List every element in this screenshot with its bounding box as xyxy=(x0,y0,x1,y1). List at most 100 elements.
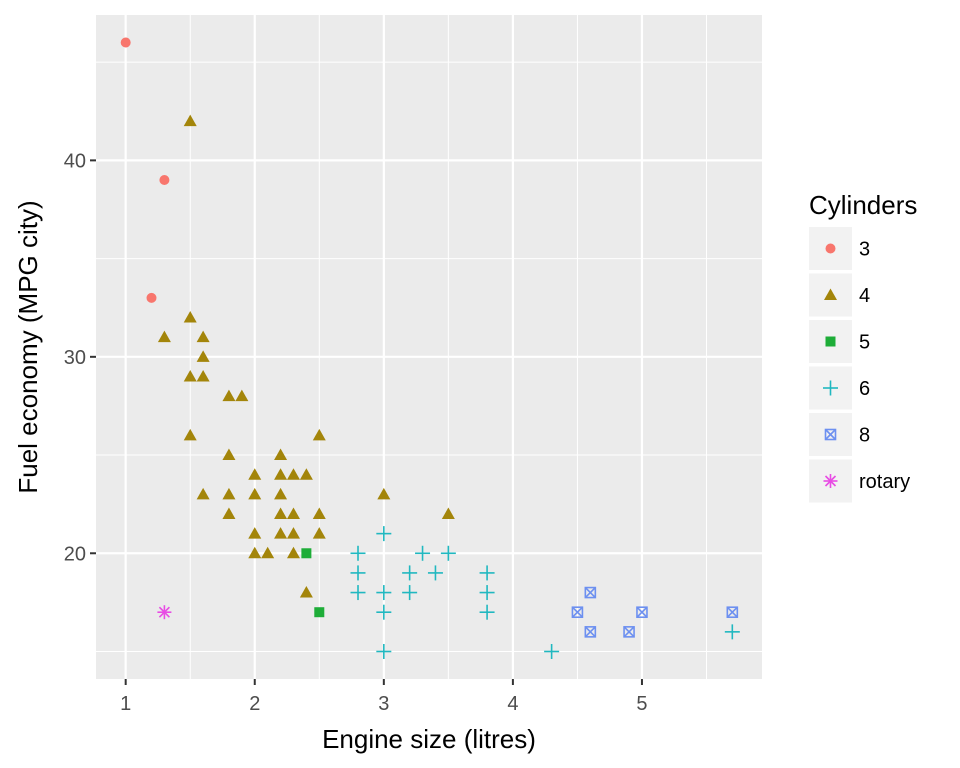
data-point-6 xyxy=(479,604,495,620)
data-point-4 xyxy=(274,448,288,461)
data-point-4 xyxy=(286,527,300,539)
data-point-5 xyxy=(314,607,325,618)
x-tick-label: 4 xyxy=(507,693,518,715)
data-point-6 xyxy=(440,545,456,561)
legend-label: 8 xyxy=(859,425,870,447)
data-point-6 xyxy=(350,585,366,601)
data-point-8 xyxy=(636,606,648,619)
legend-item-4: 4 xyxy=(809,273,870,317)
y-tick-label: 20 xyxy=(64,543,86,565)
data-point-4 xyxy=(299,468,313,480)
data-point-3 xyxy=(120,37,131,48)
legend-label: 5 xyxy=(859,332,870,354)
legend-symbol-8 xyxy=(824,428,837,441)
x-tick-label: 1 xyxy=(120,693,131,715)
data-point-6 xyxy=(479,565,495,581)
data-point-4 xyxy=(274,527,288,539)
data-point-4 xyxy=(248,546,262,559)
legend-item-5: 5 xyxy=(809,320,870,363)
legend-items: 3 4 5 6 8 rotary xyxy=(809,227,910,503)
data-point-6 xyxy=(376,643,392,659)
data-point-4 xyxy=(157,330,171,343)
data-point-6 xyxy=(415,545,431,561)
data-point-6 xyxy=(376,585,392,601)
data-point-6 xyxy=(376,526,392,542)
y-tick-label: 30 xyxy=(64,347,86,369)
data-point-8 xyxy=(571,606,584,619)
data-point-3 xyxy=(159,175,170,186)
data-point-4 xyxy=(235,389,249,402)
data-point-4 xyxy=(222,389,236,402)
x-tick-label: 3 xyxy=(378,693,389,715)
data-point-4 xyxy=(222,507,236,519)
data-point-6 xyxy=(402,565,418,581)
y-axis-ticks: 20 30 40 xyxy=(64,150,96,565)
data-point-4 xyxy=(248,527,262,539)
x-tick-label: 5 xyxy=(636,693,647,715)
legend-label: 4 xyxy=(859,285,870,307)
data-point-4 xyxy=(248,468,262,480)
x-tick-label: 2 xyxy=(249,693,260,715)
data-point-4 xyxy=(299,586,313,598)
data-point-3 xyxy=(146,292,157,303)
data-point-6 xyxy=(376,604,392,620)
legend-label: rotary xyxy=(859,471,910,493)
data-point-6 xyxy=(479,585,495,601)
data-point-6 xyxy=(402,585,418,601)
data-point-5 xyxy=(301,548,312,559)
data-point-rotary xyxy=(157,605,172,620)
legend-label: 6 xyxy=(859,378,870,400)
data-point-6 xyxy=(350,545,366,561)
data-point-6 xyxy=(427,565,443,581)
legend-symbol-4 xyxy=(824,288,837,300)
data-point-4 xyxy=(196,330,210,343)
data-point-4 xyxy=(222,448,236,461)
legend-item-6: 6 xyxy=(809,366,870,410)
data-point-8 xyxy=(584,586,597,599)
data-point-4 xyxy=(196,350,210,362)
data-point-4 xyxy=(286,468,300,480)
data-point-4 xyxy=(183,311,197,323)
legend-title: Cylinders xyxy=(809,190,917,220)
data-point-4 xyxy=(312,428,326,441)
data-point-4 xyxy=(196,369,210,382)
data-point-8 xyxy=(726,606,739,619)
data-points xyxy=(120,37,740,659)
data-point-4 xyxy=(441,507,455,519)
legend: Cylinders 3 4 5 6 8 rotary xyxy=(809,190,917,503)
x-axis-label: Engine size (litres) xyxy=(322,724,536,754)
data-point-8 xyxy=(623,626,635,638)
data-point-4 xyxy=(196,487,210,500)
data-point-4 xyxy=(274,468,288,480)
data-point-4 xyxy=(222,487,236,500)
legend-symbol-5 xyxy=(825,336,836,347)
data-point-4 xyxy=(274,507,288,519)
major-grid xyxy=(96,15,762,679)
data-point-4 xyxy=(312,527,326,539)
legend-item-rotary: rotary xyxy=(809,459,910,503)
data-point-4 xyxy=(261,546,275,559)
data-point-4 xyxy=(312,507,326,519)
data-point-4 xyxy=(286,507,300,519)
data-point-4 xyxy=(274,487,288,500)
data-point-6 xyxy=(350,565,366,581)
legend-symbol-rotary xyxy=(823,474,838,488)
data-point-4 xyxy=(183,428,197,441)
data-point-4 xyxy=(183,369,197,382)
data-point-8 xyxy=(584,626,597,638)
legend-symbol-3 xyxy=(825,243,836,254)
y-tick-label: 40 xyxy=(64,150,86,172)
x-axis-ticks: 1 2 3 4 5 xyxy=(120,679,648,715)
data-point-4 xyxy=(183,114,197,127)
legend-symbol-6 xyxy=(823,380,838,396)
data-point-4 xyxy=(286,546,300,559)
data-point-6 xyxy=(724,624,740,640)
legend-item-3: 3 xyxy=(809,227,870,270)
minor-grid xyxy=(96,15,762,679)
legend-label: 3 xyxy=(859,239,870,261)
y-axis-label: Fuel economy (MPG city) xyxy=(13,200,43,493)
data-point-6 xyxy=(544,643,560,659)
plot-panel xyxy=(96,15,762,679)
data-point-4 xyxy=(248,487,262,500)
